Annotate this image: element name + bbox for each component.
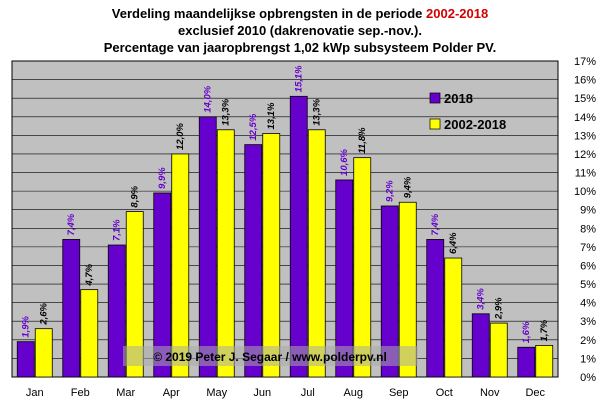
bar-2018-dec xyxy=(517,346,536,378)
y-tick-label: 12% xyxy=(574,149,596,161)
plot-area xyxy=(11,60,559,378)
data-label: 3,4% xyxy=(476,288,487,310)
x-tick-label: Jun xyxy=(253,387,271,399)
x-tick-label: Jul xyxy=(301,387,315,399)
y-tick-label: 8% xyxy=(580,223,596,235)
data-label: 1,6% xyxy=(521,321,532,343)
bar-avg-dec xyxy=(535,344,554,378)
y-tick-label: 13% xyxy=(574,130,596,142)
x-tick-label: Oct xyxy=(436,387,453,399)
chart-title-highlight: 2002-2018 xyxy=(426,6,488,21)
copyright-text: © 2019 Peter J. Segaar / www.polderpv.nl xyxy=(153,350,387,364)
x-tick-label: Jan xyxy=(26,387,44,399)
y-tick-label: 11% xyxy=(575,168,596,180)
bar-2018-sep xyxy=(380,205,399,378)
y-tick-label: 4% xyxy=(580,298,596,310)
bar-avg-nov xyxy=(489,322,508,378)
data-label: 12,5% xyxy=(248,113,259,140)
y-tick-label: 1% xyxy=(580,353,596,365)
data-label: 2,6% xyxy=(39,302,50,325)
data-label: 7,4% xyxy=(430,213,441,235)
y-tick-label: 14% xyxy=(574,112,596,124)
y-tick-label: 5% xyxy=(580,279,596,291)
chart-title-line2: exclusief 2010 (dakrenovatie sep.-nov.). xyxy=(178,23,422,38)
legend-swatch-2002-2018 xyxy=(429,118,441,130)
x-tick-label: Apr xyxy=(163,387,180,399)
y-axis: 0% 1% 2% 3% 4% 5% 6% 7% 8% 9% 10% 11% 12% 13% 14% 15% 16… xyxy=(574,56,596,384)
y-tick-label: 6% xyxy=(580,260,596,272)
y-tick-label: 16% xyxy=(574,75,596,87)
data-labels: 1,9% 2,6% 7,4% 4,7% 7,1% 8,9% 9,9% 12,0% 14,0% 13… xyxy=(21,65,551,343)
bar-avg-jan xyxy=(34,328,53,378)
bar-avg-mar xyxy=(125,211,144,378)
legend-swatch-2018 xyxy=(429,92,441,104)
x-tick-label: Sep xyxy=(389,387,409,399)
y-tick-label: 3% xyxy=(580,316,596,328)
chart-title-line1: Verdeling maandelijkse opbrengsten in de… xyxy=(112,6,488,21)
data-label: 1,7% xyxy=(539,319,550,341)
data-label: 8,9% xyxy=(130,185,141,207)
bar-2018-oct xyxy=(426,239,445,378)
data-label: 6,4% xyxy=(448,232,459,254)
bars xyxy=(16,95,554,378)
data-label: 1,9% xyxy=(21,315,32,337)
bar-2018-feb xyxy=(62,239,81,378)
bar-2018-mar xyxy=(107,244,126,378)
y-tick-label: 10% xyxy=(574,186,596,198)
y-tick-label: 15% xyxy=(574,93,596,105)
y-tick-label: 17% xyxy=(574,56,596,68)
data-label: 10,6% xyxy=(339,148,350,175)
legend-label-2002-2018: 2002-2018 xyxy=(444,117,506,132)
data-label: 9,2% xyxy=(385,180,396,202)
bar-avg-sep xyxy=(398,201,417,378)
data-label: 15,1% xyxy=(294,65,305,92)
chart-title-line3: Percentage van jaaropbrengst 1,02 kWp su… xyxy=(104,40,497,55)
x-tick-label: Feb xyxy=(71,387,90,399)
bar-avg-oct xyxy=(444,257,463,378)
data-label: 9,9% xyxy=(157,167,168,189)
bar-avg-feb xyxy=(80,289,99,378)
bar-2018-nov xyxy=(471,313,490,378)
bar-avg-jun xyxy=(262,133,281,378)
legend-label-2018: 2018 xyxy=(444,91,473,106)
bar-2018-aug xyxy=(335,179,354,378)
x-tick-label: Aug xyxy=(343,387,363,399)
bar-2018-jul xyxy=(289,95,308,378)
x-tick-label: Nov xyxy=(480,387,500,399)
x-axis: Jan Feb Mar Apr May Jun Jul Aug Sep Oct Nov Dec xyxy=(26,387,546,399)
bar-avg-aug xyxy=(353,157,372,378)
data-label: 13,3% xyxy=(221,98,232,125)
data-label: 11,8% xyxy=(357,127,368,154)
x-tick-label: May xyxy=(206,387,227,399)
data-label: 14,0% xyxy=(203,85,214,112)
legend: 2018 2002-2018 xyxy=(429,91,506,132)
bar-2018-jan xyxy=(16,341,35,378)
y-tick-label: 0% xyxy=(580,372,596,384)
data-label: 2,9% xyxy=(494,297,505,320)
bar-avg-may xyxy=(216,129,235,378)
bar-avg-jul xyxy=(307,129,326,378)
y-tick-label: 2% xyxy=(580,335,596,347)
grid-lines xyxy=(12,79,558,359)
bar-avg-apr xyxy=(171,153,190,378)
bar-2018-jun xyxy=(244,144,263,378)
data-label: 13,1% xyxy=(266,102,277,129)
y-tick-label: 7% xyxy=(580,242,596,254)
data-label: 7,4% xyxy=(66,213,77,235)
data-label: 13,3% xyxy=(312,98,323,125)
bar-2018-may xyxy=(198,116,217,378)
x-tick-label: Mar xyxy=(116,387,135,399)
copyright-banner xyxy=(123,346,418,366)
data-label: 12,0% xyxy=(175,122,186,149)
data-label: 9,4% xyxy=(403,176,414,198)
x-tick-label: Dec xyxy=(525,387,545,399)
data-label: 7,1% xyxy=(112,219,123,241)
data-label: 4,7% xyxy=(84,263,95,286)
bar-2018-apr xyxy=(153,192,172,378)
y-tick-label: 9% xyxy=(580,205,596,217)
